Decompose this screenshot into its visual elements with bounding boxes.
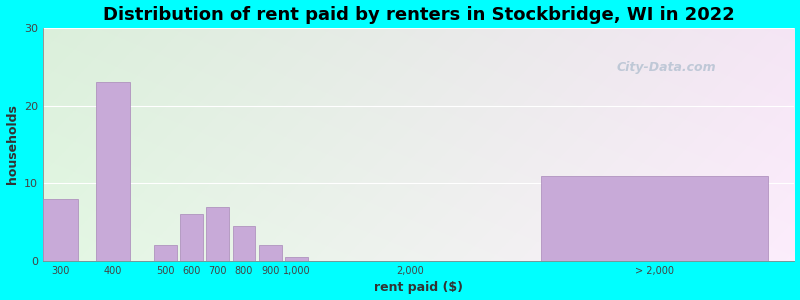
Bar [180,214,203,261]
Bar [154,245,177,261]
Title: Distribution of rent paid by renters in Stockbridge, WI in 2022: Distribution of rent paid by renters in … [103,6,734,24]
Bar [259,245,282,261]
Bar [95,82,130,261]
Text: City-Data.com: City-Data.com [617,61,717,74]
Y-axis label: households: households [6,104,18,184]
Bar [43,199,78,261]
Bar [233,226,255,261]
Bar [206,207,229,261]
X-axis label: rent paid ($): rent paid ($) [374,281,463,294]
Bar [541,176,768,261]
Bar [285,257,308,261]
